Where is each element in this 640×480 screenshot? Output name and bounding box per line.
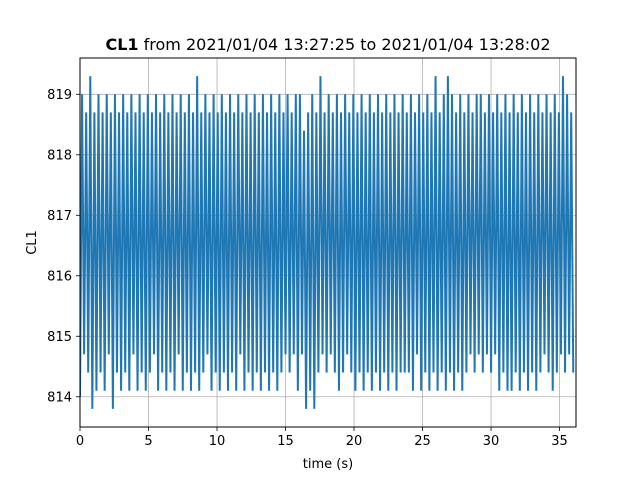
x-tick-label: 0: [76, 434, 84, 449]
x-tick-label: 30: [483, 434, 500, 449]
x-axis-label: time (s): [303, 457, 353, 472]
x-tick-label: 35: [551, 434, 568, 449]
x-tick-label: 25: [414, 434, 431, 449]
y-axis-label: CL1: [25, 230, 40, 255]
chart-title: CL1 from 2021/01/04 13:27:25 to 2021/01/…: [105, 35, 550, 54]
x-tick-label: 20: [346, 434, 363, 449]
y-tick-label: 818: [47, 148, 72, 163]
chart-title-rest: from 2021/01/04 13:27:25 to 2021/01/04 1…: [139, 35, 551, 54]
series-line-0: [80, 76, 575, 409]
x-axis: 0 5 10 15 20 25 30 35: [76, 427, 568, 449]
x-tick-label: 10: [209, 434, 226, 449]
y-tick-label: 814: [47, 390, 72, 405]
y-tick-label: 819: [47, 88, 72, 103]
x-tick-label: 5: [144, 434, 152, 449]
series-group: [80, 76, 575, 409]
y-tick-label: 816: [47, 269, 72, 284]
x-tick-label: 15: [277, 434, 294, 449]
plot-frame: [79, 57, 577, 428]
y-axis: 814 815 816 817 818 819: [47, 88, 80, 405]
y-tick-label: 815: [47, 330, 72, 345]
chart-title-bold: CL1: [105, 35, 138, 54]
y-tick-label: 817: [47, 209, 72, 224]
